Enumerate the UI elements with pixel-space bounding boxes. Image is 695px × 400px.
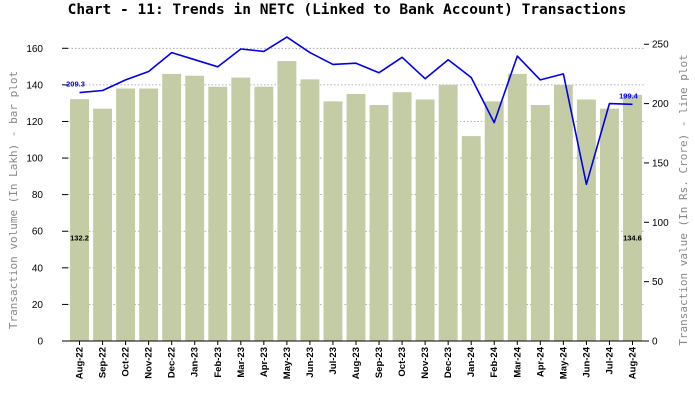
left-tick-label: 80 (32, 190, 44, 201)
x-tick-label: Oct-23 (397, 347, 408, 377)
bar (507, 73, 527, 341)
chart-title: Chart - 11: Trends in NETC (Linked to Ba… (68, 2, 627, 18)
bar (461, 136, 481, 341)
x-tick-label: Aug-22 (75, 347, 86, 379)
left-axis-title: Transaction volume (In Lakh) - bar plot (7, 71, 20, 329)
x-tick-label: Apr-23 (259, 347, 270, 377)
bar (553, 84, 573, 341)
line-data-label: 199.4 (619, 91, 639, 100)
right-tick-label: 50 (652, 277, 664, 288)
x-tick-label: Nov-22 (144, 347, 155, 379)
x-tick-label: May-23 (282, 347, 293, 379)
bar (323, 101, 343, 341)
bar (300, 79, 320, 342)
left-tick-label: 120 (26, 117, 43, 128)
bar (185, 75, 205, 341)
bar-data-label: 132.2 (70, 233, 89, 242)
x-tick-label: Jul-23 (328, 347, 339, 374)
data-labels: 132.2 134.6 209.3 199.4 (66, 80, 642, 243)
x-tick-label: Sep-22 (98, 347, 109, 378)
bar-series (70, 61, 642, 342)
x-tick-label: Feb-23 (213, 347, 224, 378)
bar (277, 61, 297, 341)
bar (208, 86, 228, 341)
x-tick-label: Jun-23 (305, 347, 316, 378)
left-tick-label: 160 (26, 44, 43, 55)
x-tick-label: Jan-23 (190, 347, 201, 377)
left-tick-label: 100 (26, 154, 43, 165)
line-series (79, 36, 633, 186)
bar (392, 92, 412, 341)
x-tick-label: Jul-24 (604, 346, 615, 374)
x-tick-label: Apr-24 (535, 346, 546, 377)
x-tick-label: Aug-24 (627, 346, 638, 379)
bar (369, 105, 389, 341)
x-tick-label: Mar-23 (236, 347, 247, 378)
right-axis-title: Transaction value (In Rs. Crore) - line … (677, 54, 690, 345)
left-tick-label: 140 (26, 80, 43, 91)
bar (599, 108, 619, 341)
bar (254, 86, 274, 341)
bar (116, 88, 136, 342)
right-tick-label: 100 (652, 218, 669, 229)
left-tick-label: 40 (32, 263, 44, 274)
bar (139, 88, 159, 342)
bar (162, 73, 182, 341)
line-data-label: 209.3 (66, 80, 85, 89)
bar (415, 99, 435, 342)
bar-data-label: 134.6 (623, 233, 642, 242)
x-tick-label: Oct-22 (121, 347, 132, 377)
left-tick-label: 0 (37, 337, 43, 348)
x-tick-label: Dec-22 (167, 347, 178, 378)
bar (484, 101, 504, 341)
x-tick-label: Aug-23 (351, 347, 362, 379)
right-tick-label: 0 (652, 337, 658, 348)
x-tick-label: Mar-24 (512, 346, 523, 377)
left-tick-label: 60 (32, 227, 44, 238)
right-tick-label: 250 (652, 40, 669, 51)
right-tick-label: 200 (652, 99, 669, 110)
x-tick-label: Feb-24 (489, 346, 500, 377)
x-tick-label: Jun-24 (581, 346, 592, 377)
left-tick-label: 20 (32, 300, 44, 311)
bar (438, 84, 458, 341)
bar (231, 77, 251, 342)
bar (576, 99, 596, 342)
right-tick-label: 150 (652, 158, 669, 169)
x-tick-label: Nov-23 (420, 347, 431, 379)
value-line (79, 36, 633, 186)
bar (346, 94, 366, 341)
bar (70, 99, 89, 341)
x-tick-label: Sep-23 (374, 347, 385, 378)
x-tick-label: Dec-23 (443, 347, 454, 378)
bar (623, 94, 642, 342)
x-tick-label: Jan-24 (466, 346, 477, 377)
bar (530, 105, 550, 341)
axes: 0 20 40 60 80 100 120 140 160 0 50 100 150 200 250 Aug-… (26, 40, 669, 379)
bar (93, 108, 113, 341)
x-tick-label: May-24 (558, 346, 569, 379)
